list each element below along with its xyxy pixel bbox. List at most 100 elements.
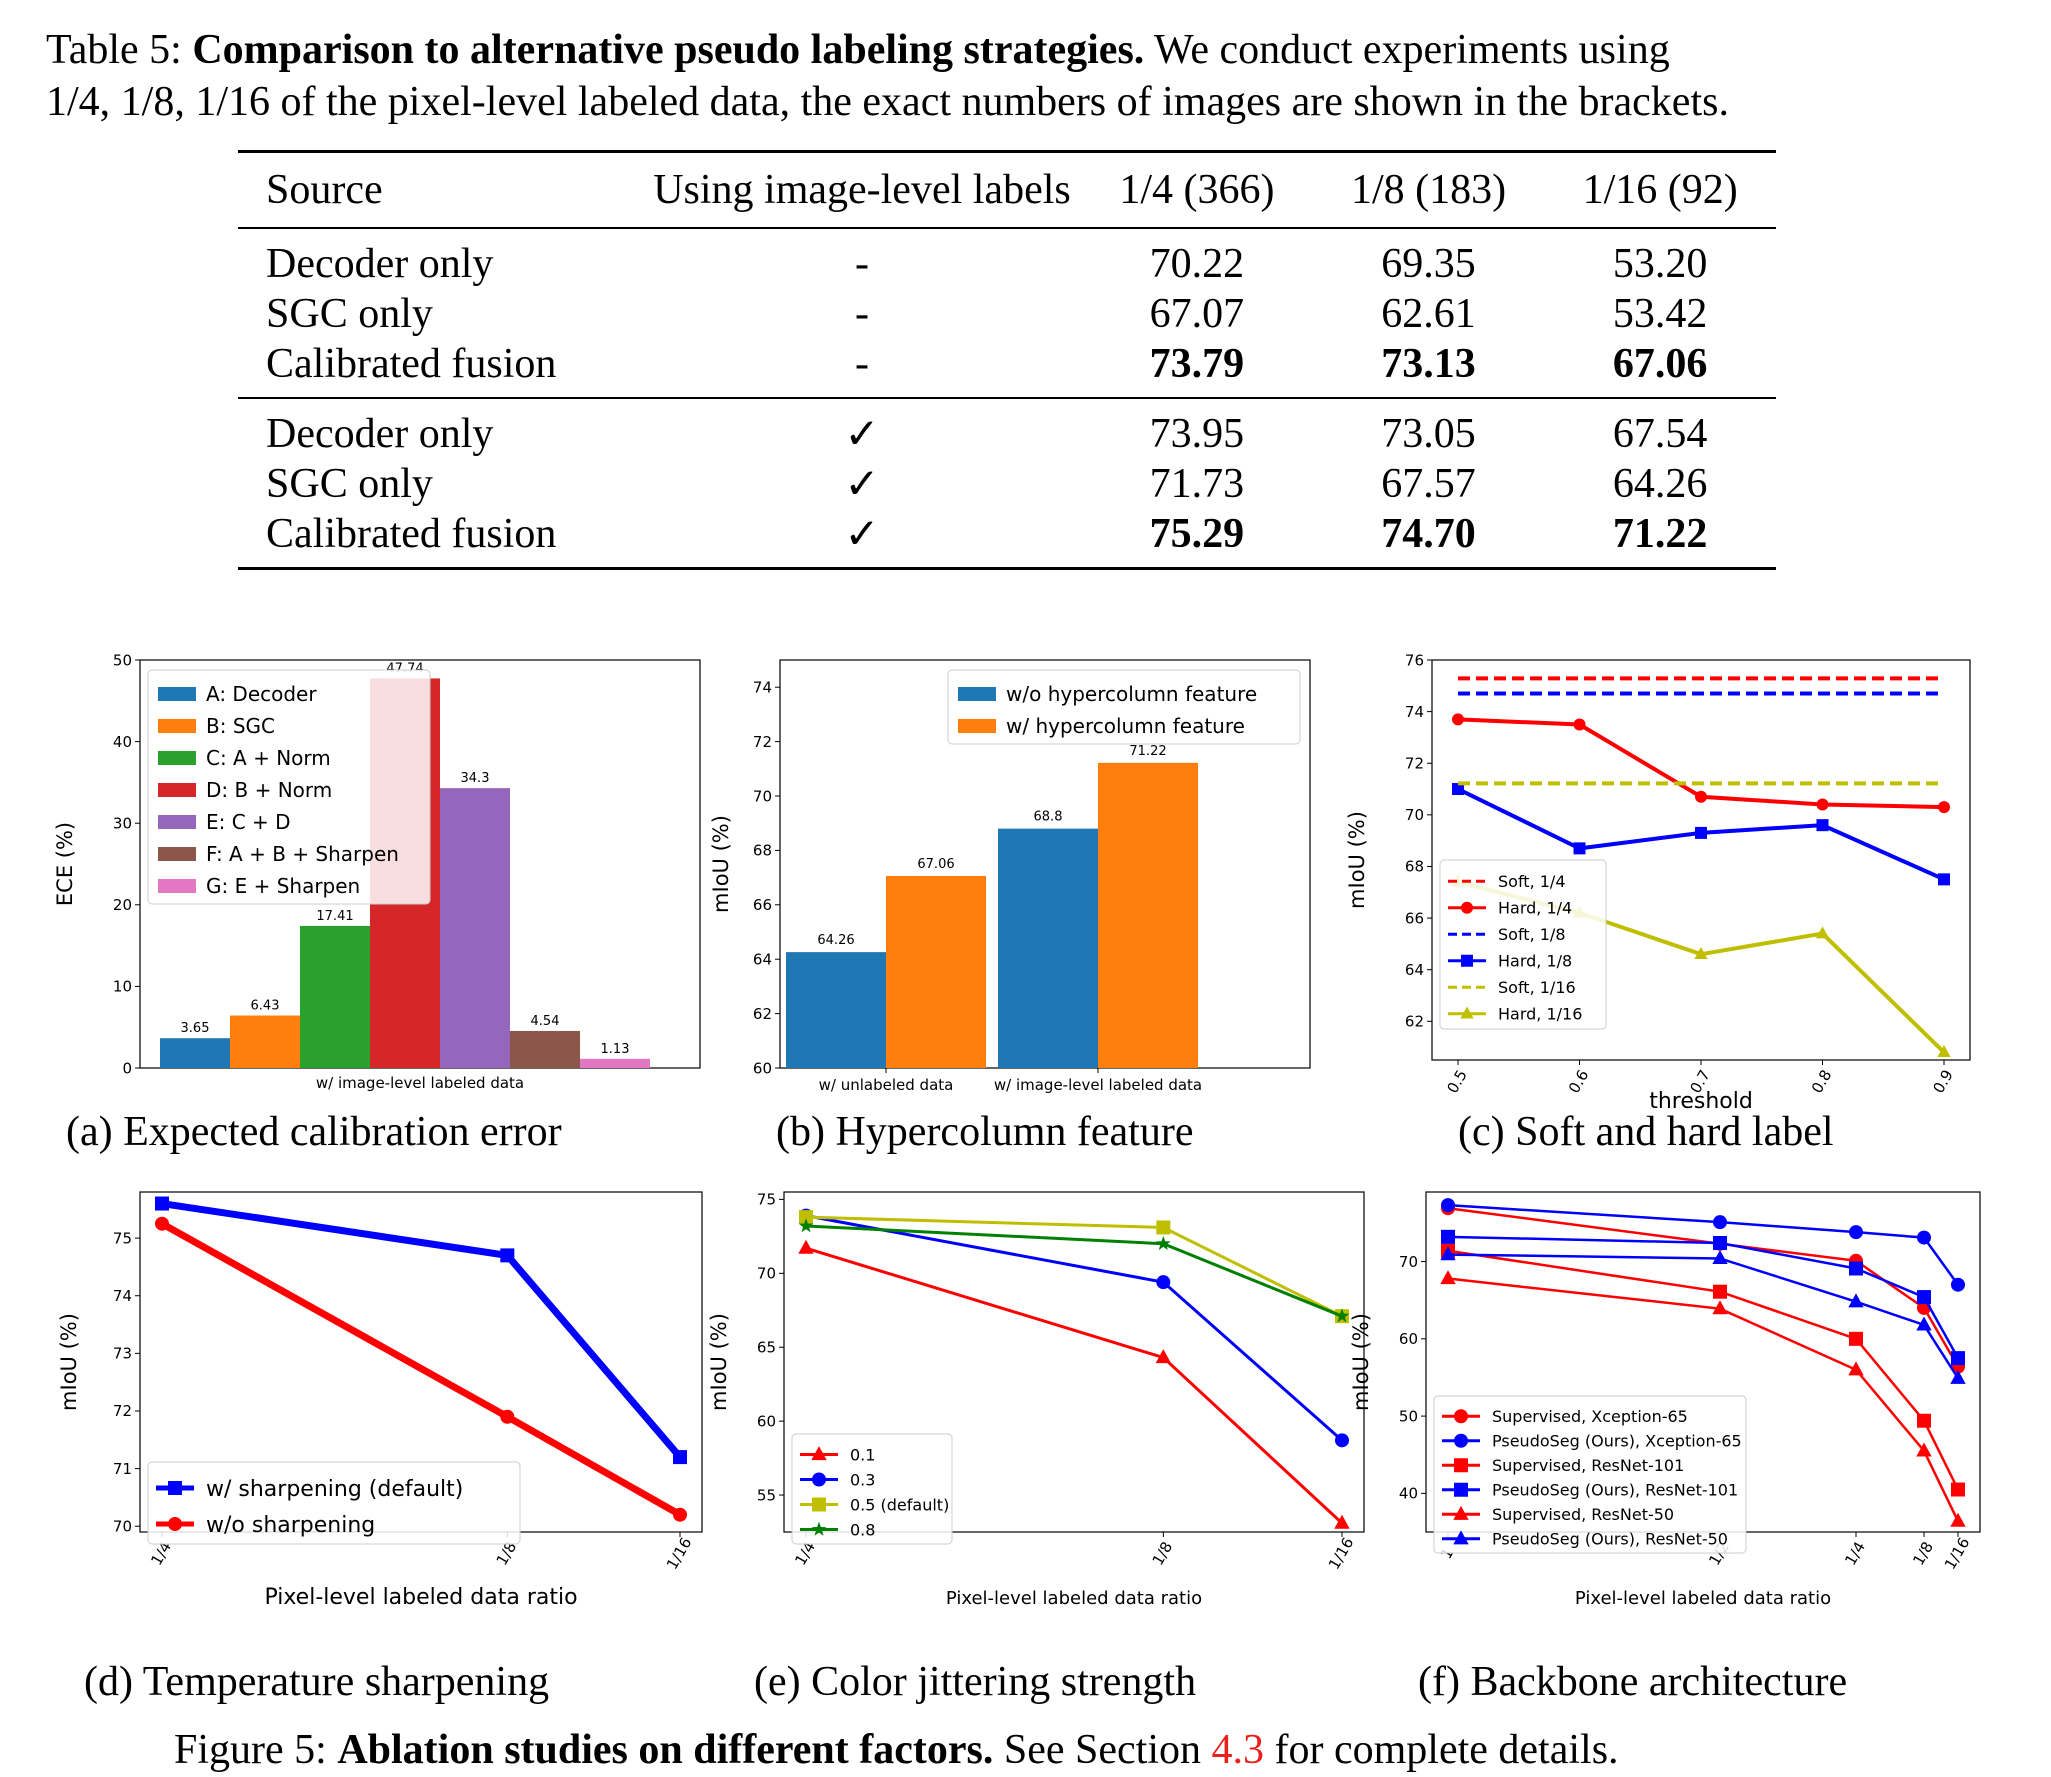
- legend-marker: [1454, 1433, 1468, 1448]
- legend-swatch: [958, 687, 996, 701]
- table-cell-source: Decoder only: [238, 397, 643, 459]
- figure-caption-pre: See Section: [1003, 1727, 1201, 1773]
- legend-label: w/o sharpening: [206, 1513, 375, 1538]
- data-point: [1916, 1316, 1932, 1331]
- data-point: [798, 1239, 814, 1254]
- legend: A: Decoder B: SGC C: A + Norm D: B + Norm E:…: [147, 669, 431, 905]
- x-tick-label: 1/16: [663, 1534, 695, 1572]
- data-point: [1816, 819, 1829, 832]
- data-point: [155, 1216, 169, 1231]
- legend-label: Supervised, Xception-65: [1492, 1407, 1688, 1426]
- bar: [440, 788, 510, 1068]
- y-tick-label: 76: [1405, 651, 1424, 669]
- bar-value-label: 6.43: [251, 999, 280, 1014]
- y-tick-label: 66: [753, 896, 772, 914]
- legend-label: PseudoSeg (Ours), ResNet-101: [1492, 1481, 1738, 1500]
- table-header-cell: Source: [238, 150, 643, 228]
- series-0.1: [798, 1239, 1350, 1529]
- subcaption-e: (e) Color jittering strength: [754, 1659, 1197, 1705]
- legend-marker: [1453, 1530, 1469, 1545]
- bar-value-label: 71.22: [1129, 744, 1166, 759]
- data-point: [1695, 826, 1707, 839]
- series-line: [805, 1224, 1343, 1318]
- x-tick-label: 1/4: [1841, 1539, 1869, 1569]
- y-tick-label: 74: [753, 678, 772, 696]
- data-point: [1440, 1270, 1456, 1285]
- figure-caption-label: Figure 5:: [174, 1727, 327, 1773]
- series-w/o sharpening: [155, 1216, 687, 1522]
- y-tick-label: 70: [1405, 806, 1424, 824]
- legend-marker: [812, 1472, 826, 1487]
- legend-marker: [168, 1517, 182, 1531]
- table-cell-value: 73.05: [1312, 397, 1545, 459]
- y-tick-label: 40: [1399, 1485, 1418, 1503]
- section-ref-link[interactable]: 4.3: [1211, 1727, 1265, 1773]
- bar-value-label: 17.41: [316, 909, 353, 924]
- legend-label: Supervised, ResNet-101: [1492, 1456, 1684, 1475]
- series-Hard, 1/4: [1452, 713, 1950, 814]
- x-axis-label: threshold: [1649, 1089, 1753, 1114]
- table-cell-value: 64.26: [1612, 461, 1708, 507]
- figure-caption: Figure 5: Ablation studies on different …: [174, 1724, 1619, 1776]
- data-point: [1334, 1514, 1350, 1529]
- legend-marker: [1454, 1458, 1468, 1473]
- legend-label: Supervised, ResNet-50: [1492, 1505, 1674, 1524]
- series-PseudoSeg (Ours), ResNet-50: [1440, 1246, 1966, 1384]
- y-tick-label: 65: [757, 1338, 776, 1356]
- x-axis-label: w/ image-level labeled data: [316, 1074, 524, 1092]
- series-PseudoSeg (Ours), ResNet-101: [1441, 1229, 1965, 1366]
- table-cell-value: 73.13: [1381, 341, 1476, 387]
- legend-marker: [1461, 954, 1473, 967]
- x-axis-label: Pixel-level labeled data ratio: [1575, 1588, 1831, 1609]
- y-tick-label: 72: [753, 733, 772, 751]
- subcaption-c: (c) Soft and hard label: [1458, 1109, 1834, 1155]
- data-point: [673, 1450, 687, 1465]
- data-point: [1712, 1250, 1728, 1265]
- legend-label: PseudoSeg (Ours), ResNet-50: [1492, 1530, 1728, 1549]
- series-w/ sharpening (default): [155, 1196, 687, 1465]
- table-header-cell: 1/8 (183): [1312, 150, 1545, 228]
- y-tick-label: 68: [753, 842, 772, 860]
- y-tick-label: 70: [757, 1265, 776, 1283]
- data-point: [1694, 946, 1708, 959]
- legend-swatch: [158, 751, 196, 765]
- data-point: [1848, 1293, 1864, 1308]
- legend-box: [1433, 1395, 1747, 1554]
- table-cell-source: SGC only: [266, 291, 433, 337]
- bar: [1098, 762, 1198, 1068]
- bar-value-label: 68.8: [1034, 810, 1063, 825]
- table-cell-image-labels: ✓: [844, 462, 880, 508]
- data-point: [1156, 1220, 1171, 1235]
- y-tick-label: 70: [1399, 1253, 1418, 1271]
- figure-caption-post: for complete details.: [1274, 1727, 1619, 1773]
- legend-swatch: [158, 719, 196, 733]
- data-point: [1573, 842, 1586, 855]
- legend-marker: [1454, 1482, 1468, 1497]
- data-point: [1849, 1331, 1863, 1346]
- table-cell-source: Calibrated fusion: [238, 509, 643, 570]
- table-row: Decoder only ✓ 73.95 73.05 67.54: [238, 397, 1776, 459]
- legend-label: Hard, 1/8: [1498, 952, 1572, 971]
- legend-box: [147, 1461, 521, 1545]
- data-point: [1951, 1482, 1965, 1497]
- y-axis-label: mIoU (%): [57, 1313, 81, 1411]
- legend-label: C: A + Norm: [206, 746, 331, 770]
- legend-label: Soft, 1/16: [1498, 978, 1576, 997]
- y-axis-label: mIoU (%): [1349, 1313, 1373, 1411]
- legend-label: B: SGC: [206, 714, 275, 738]
- bar-value-label: 4.54: [531, 1014, 560, 1029]
- table-row: Decoder only -70.22 69.35 53.20: [238, 227, 1776, 289]
- bar-value-label: 67.06: [917, 857, 954, 872]
- bar: [510, 1030, 580, 1068]
- legend: Supervised, Xception-65 PseudoSeg (Ours),…: [1433, 1395, 1747, 1554]
- table-caption-label: Table 5:: [46, 27, 182, 73]
- y-tick-label: 64: [1405, 961, 1424, 979]
- table-cell-value: 70.22: [1081, 227, 1313, 289]
- legend-label: Hard, 1/4: [1498, 899, 1572, 918]
- table-caption-text: We conduct experiments using: [1154, 27, 1670, 73]
- x-tick-label: 0.8: [1808, 1067, 1836, 1097]
- y-tick-label: 72: [1405, 754, 1424, 772]
- legend-marker: [811, 1446, 827, 1461]
